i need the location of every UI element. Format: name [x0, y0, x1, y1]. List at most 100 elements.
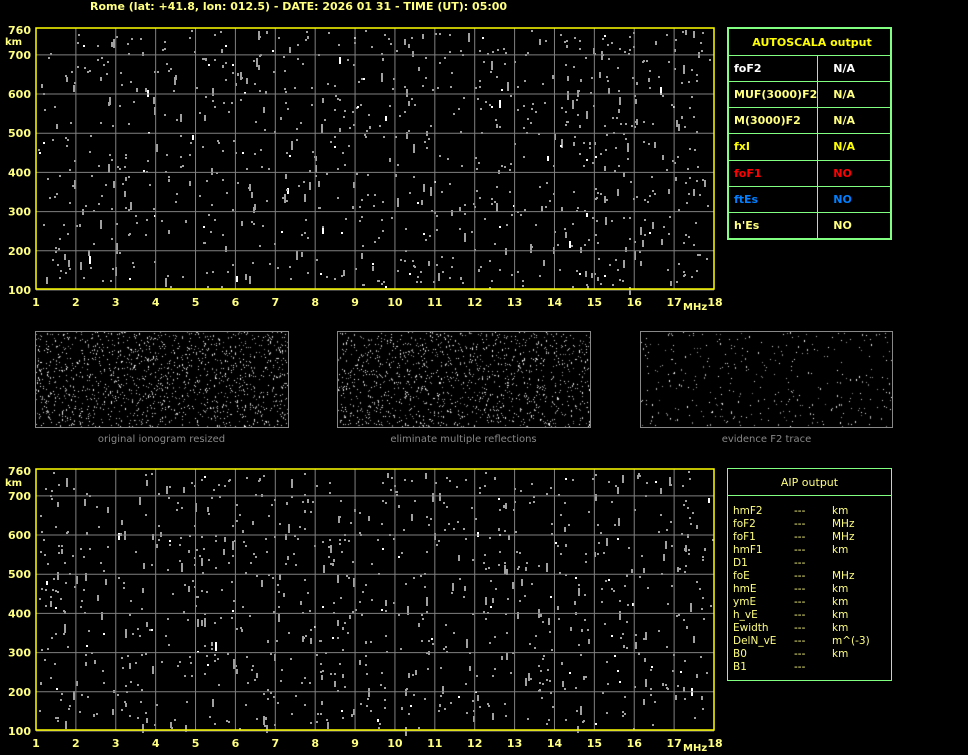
noise-mark — [485, 618, 487, 620]
noise-mark — [617, 269, 619, 271]
noise-mark — [542, 83, 544, 85]
noise-mark — [535, 111, 537, 113]
noise-mark — [119, 105, 121, 107]
noise-mark — [460, 50, 462, 52]
noise-mark — [543, 260, 545, 266]
noise-mark — [214, 654, 216, 656]
noise-mark — [594, 552, 596, 557]
noise-mark — [291, 141, 293, 150]
noise-mark — [136, 88, 138, 92]
noise-mark — [658, 76, 660, 78]
noise-mark — [668, 61, 670, 63]
noise-mark — [266, 31, 268, 34]
noise-mark — [590, 92, 592, 94]
noise-mark — [412, 674, 414, 676]
noise-mark — [97, 59, 99, 61]
noise-mark — [595, 494, 597, 501]
noise-mark — [330, 673, 332, 675]
noise-mark — [79, 224, 81, 227]
noise-mark — [689, 148, 691, 150]
noise-mark — [525, 678, 527, 686]
noise-mark — [558, 494, 560, 496]
thumbnail-caption: original ionogram resized — [97, 434, 226, 445]
noise-mark — [267, 698, 269, 700]
noise-mark — [86, 532, 88, 535]
noise-mark — [571, 245, 573, 247]
noise-mark — [371, 563, 373, 565]
noise-mark — [449, 277, 451, 279]
noise-mark — [671, 545, 673, 547]
noise-mark — [188, 550, 190, 553]
noise-mark — [415, 670, 417, 675]
noise-mark — [211, 648, 213, 650]
noise-mark — [337, 575, 339, 583]
noise-mark — [161, 661, 163, 663]
noise-mark — [475, 518, 477, 520]
noise-mark — [708, 498, 710, 503]
noise-mark — [630, 181, 632, 183]
noise-mark — [251, 669, 253, 671]
noise-mark — [583, 720, 585, 722]
noise-mark — [701, 696, 703, 700]
noise-mark — [166, 63, 168, 65]
noise-mark — [374, 194, 376, 196]
noise-mark — [524, 595, 526, 597]
noise-mark — [422, 618, 424, 620]
noise-mark — [343, 116, 345, 118]
noise-mark — [564, 41, 566, 43]
noise-mark — [46, 581, 48, 585]
noise-mark — [330, 545, 332, 553]
noise-mark — [532, 103, 534, 105]
noise-mark — [378, 237, 380, 239]
noise-mark — [531, 246, 533, 248]
noise-mark — [462, 282, 464, 284]
noise-mark — [140, 38, 142, 40]
noise-mark — [539, 186, 541, 188]
x-tick-label: 3 — [112, 737, 120, 750]
noise-mark — [121, 84, 123, 86]
noise-mark — [339, 543, 341, 545]
noise-mark — [208, 559, 210, 561]
noise-mark — [442, 686, 444, 694]
noise-mark — [580, 247, 582, 253]
noise-mark — [560, 514, 562, 516]
noise-mark — [677, 685, 679, 687]
noise-mark — [386, 651, 388, 653]
noise-mark — [413, 144, 415, 153]
noise-mark — [618, 90, 620, 92]
param-unit: km — [832, 609, 849, 621]
noise-mark — [156, 144, 158, 152]
noise-mark — [513, 509, 515, 511]
noise-mark — [146, 718, 148, 723]
noise-mark — [85, 573, 87, 581]
noise-mark — [565, 233, 567, 235]
noise-mark — [355, 268, 357, 270]
noise-mark — [658, 531, 660, 533]
noise-mark — [426, 147, 428, 149]
noise-mark — [151, 564, 153, 566]
aip-row: DelN_vE --- m^(-3) — [728, 635, 891, 648]
noise-mark — [385, 116, 387, 121]
noise-mark — [337, 197, 339, 199]
noise-mark — [173, 90, 175, 92]
x-tick-label: 10 — [387, 737, 403, 750]
noise-mark — [483, 61, 485, 63]
noise-mark — [546, 182, 548, 184]
param-name: foF1 — [727, 159, 819, 187]
noise-mark — [334, 278, 336, 280]
noise-mark — [421, 200, 423, 204]
noise-mark — [476, 675, 478, 677]
noise-mark — [361, 614, 363, 616]
noise-mark — [534, 647, 536, 649]
noise-mark — [120, 533, 122, 536]
noise-mark — [194, 564, 196, 566]
x-tick-label: 9 — [351, 296, 359, 309]
noise-mark — [694, 149, 696, 151]
noise-mark — [290, 278, 292, 280]
noise-mark — [627, 158, 629, 160]
noise-mark — [157, 71, 159, 73]
noise-mark — [565, 544, 567, 547]
noise-mark — [233, 667, 235, 669]
noise-mark — [401, 552, 403, 554]
x-tick-label: 8 — [311, 296, 319, 309]
